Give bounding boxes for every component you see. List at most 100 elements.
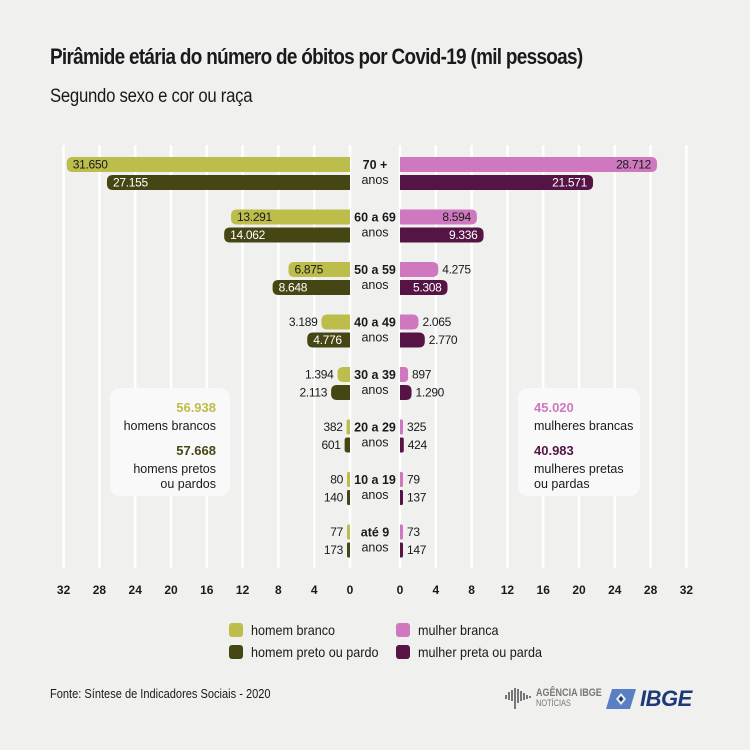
bar-homem-preto xyxy=(307,332,350,348)
total-value: 57.668 xyxy=(176,443,216,458)
bar-mulher-branca xyxy=(400,472,403,487)
bar-homem-branco xyxy=(337,367,350,382)
x-tick-label-left: 0 xyxy=(347,583,354,597)
bar-mulher-branca xyxy=(400,209,477,225)
bar-value-label: 80 xyxy=(330,473,343,487)
bar-value-label: 2.770 xyxy=(429,333,458,347)
x-tick-label-right: 32 xyxy=(680,583,694,597)
chart-title: Pirâmide etária do número de óbitos por … xyxy=(50,44,583,69)
bar-homem-branco xyxy=(347,524,350,540)
bar-value-label: 897 xyxy=(412,368,432,382)
total-value: 40.983 xyxy=(534,443,574,458)
category-label: 10 a 19 xyxy=(354,473,396,487)
x-tick-label-left: 24 xyxy=(129,583,143,597)
bar-homem-preto xyxy=(272,280,350,295)
legend-swatch-mulher-preta xyxy=(396,645,410,659)
bar-value-label: 14.062 xyxy=(230,228,266,242)
category-label: 20 a 29 xyxy=(354,421,396,435)
category-label: anos xyxy=(361,488,388,502)
x-tick-label-right: 20 xyxy=(572,583,586,597)
bar-value-label: 73 xyxy=(407,525,420,539)
x-tick-label-left: 20 xyxy=(164,583,178,597)
agencia-logo-text: AGÊNCIA IBGE xyxy=(536,687,602,699)
legend-item-homem-branco: homem branco xyxy=(229,622,344,638)
bar-value-label: 601 xyxy=(321,438,341,452)
bar-homem-preto xyxy=(344,437,350,453)
bar-value-label: 325 xyxy=(407,420,427,434)
bar-homem-branco xyxy=(288,262,350,277)
category-label: anos xyxy=(361,436,388,450)
bar-value-label: 424 xyxy=(408,438,428,452)
x-axis-ticks: 0 0 4 4 8 8 12 12 16 16 20 20 24 24 28 28 32 32 xyxy=(57,583,693,597)
x-tick-label-right: 16 xyxy=(537,583,551,597)
x-tick-label-left: 32 xyxy=(57,583,71,597)
bar-value-label: 5.308 xyxy=(413,281,442,295)
bar-value-label: 1.394 xyxy=(305,368,334,382)
category-label: anos xyxy=(361,331,388,345)
bar-value-label: 28.712 xyxy=(616,158,652,172)
bar-value-label: 6.875 xyxy=(294,263,323,277)
legend-item-homem-preto: homem preto ou pardo xyxy=(229,644,393,660)
bar-homem-branco xyxy=(346,419,350,435)
bar-value-label: 173 xyxy=(324,543,344,557)
category-label: 50 a 59 xyxy=(354,263,396,277)
bars-layer: 31.650 27.155 28.712 21.571 13.291 14.062 8.59… xyxy=(66,157,657,558)
x-tick-label-right: 28 xyxy=(644,583,658,597)
x-tick-label-left: 8 xyxy=(275,583,282,597)
total-label: mulheres brancas xyxy=(534,419,633,433)
bar-homem-branco xyxy=(66,157,351,172)
legend-item-mulher-branca: mulher branca xyxy=(396,622,508,638)
total-label: homens brancos xyxy=(124,419,216,433)
bar-value-label: 382 xyxy=(323,420,343,434)
x-tick-label-right: 4 xyxy=(432,583,439,597)
ibge-logo: IBGE xyxy=(606,686,692,712)
total-label: mulheres pretas xyxy=(534,462,624,476)
bar-value-label: 9.336 xyxy=(449,228,478,242)
bar-value-label: 4.776 xyxy=(313,333,342,347)
source-note: Fonte: Síntese de Indicadores Sociais - … xyxy=(50,686,271,701)
bar-mulher-preta xyxy=(400,542,403,558)
bar-mulher-preta xyxy=(400,175,594,190)
bar-homem-branco xyxy=(347,472,350,487)
bar-mulher-branca xyxy=(400,524,403,540)
category-label: 60 a 69 xyxy=(354,211,396,225)
bar-value-label: 140 xyxy=(324,491,344,505)
legend-item-mulher-preta: mulher preta ou parda xyxy=(396,644,556,660)
bar-mulher-preta xyxy=(400,280,448,295)
bar-value-label: 8.648 xyxy=(279,281,308,295)
x-tick-label-right: 0 xyxy=(397,583,404,597)
total-label: ou pardas xyxy=(534,477,590,491)
bar-value-label: 79 xyxy=(407,473,420,487)
bar-value-label: 3.189 xyxy=(289,315,318,329)
bar-homem-preto xyxy=(347,542,350,558)
bar-mulher-preta xyxy=(400,437,404,453)
bar-value-label: 13.291 xyxy=(237,210,273,224)
bar-value-label: 137 xyxy=(407,491,427,505)
x-tick-label-right: 24 xyxy=(608,583,622,597)
legend-label: mulher preta ou parda xyxy=(418,644,542,660)
legend-swatch-mulher-branca xyxy=(396,623,410,637)
ibge-logo-text: IBGE xyxy=(640,686,692,711)
totals-box-right xyxy=(518,388,640,496)
bar-homem-preto xyxy=(331,385,350,400)
bar-homem-preto xyxy=(106,175,350,190)
brazil-map-bars-icon xyxy=(505,688,531,709)
bar-mulher-branca xyxy=(400,157,657,172)
legend-swatch-homem-preto xyxy=(229,645,243,659)
total-value: 45.020 xyxy=(534,400,574,415)
totals-box-left xyxy=(110,388,230,496)
category-label: anos xyxy=(361,226,388,240)
bar-mulher-branca xyxy=(400,314,419,330)
bar-value-label: 77 xyxy=(330,525,343,539)
bar-value-label: 21.571 xyxy=(552,176,588,190)
legend-label: homem branco xyxy=(251,622,336,638)
x-tick-label-left: 4 xyxy=(311,583,318,597)
x-tick-label-left: 28 xyxy=(93,583,107,597)
total-label: ou pardos xyxy=(160,477,216,491)
bar-homem-preto xyxy=(224,227,350,243)
x-tick-label-right: 8 xyxy=(468,583,475,597)
bar-mulher-preta xyxy=(400,332,425,348)
